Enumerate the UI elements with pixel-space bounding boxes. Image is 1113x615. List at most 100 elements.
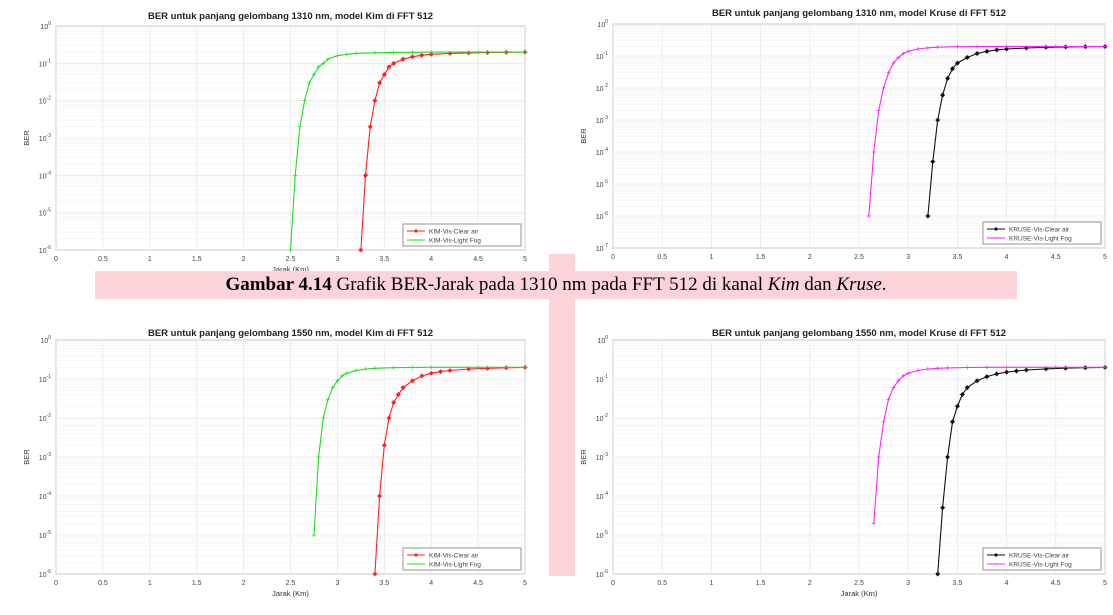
x-tick-label: 3 [906,254,910,261]
data-point [409,54,415,60]
y-tick-label: 10-4 [39,170,51,180]
data-point [363,172,369,178]
x-tick-label: 1.5 [756,580,766,587]
data-point [935,117,941,123]
data-point [372,98,378,104]
data-point [901,373,906,378]
data-point [391,365,396,370]
x-tick-label: 2 [242,256,246,263]
legend-label: KIM-Vis-Light Fog [429,238,481,245]
data-point [326,397,331,402]
x-tick-label: 1 [148,580,152,587]
data-point [429,365,434,370]
data-point [1004,44,1009,49]
data-point [410,365,415,370]
data-point [974,50,980,56]
decorative-cross-vertical [549,254,575,576]
data-point [476,365,481,370]
legend-item: KIM-Vis-Clear air [407,229,479,236]
y-axis-label: BER [22,449,31,465]
x-tick-label: 0.5 [98,580,108,587]
data-point [940,505,946,511]
data-point [316,455,321,459]
data-point [429,50,434,55]
x-tick-label: 1.5 [192,256,202,263]
x-axis-label: Jarak (Km) [272,589,309,598]
x-tick-label: 5 [1103,254,1107,261]
data-point [984,365,989,370]
y-tick-label: 100 [40,335,51,345]
data-point [994,371,1000,377]
data-point [363,367,368,372]
y-tick-label: 10-1 [39,58,51,68]
y-tick-label: 100 [597,335,608,345]
data-point [954,403,960,409]
data-point [984,48,990,54]
y-tick-label: 10-4 [596,491,608,501]
y-tick-label: 10-1 [596,51,608,61]
data-point [326,57,331,62]
x-tick-label: 2 [808,580,812,587]
data-point [335,378,340,383]
x-tick-label: 3 [335,256,339,263]
x-tick-label: 0 [54,580,58,587]
data-point [1053,365,1058,370]
data-point [964,385,970,391]
chart-svg: BER untuk panjang gelombang 1550 nm, mod… [579,328,1108,598]
x-tick-label: 3 [335,580,339,587]
data-point [409,378,415,384]
x-tick-label: 4.5 [1051,580,1061,587]
data-point [344,52,349,57]
y-tick-label: 10-3 [596,452,608,462]
x-tick-label: 0 [611,580,615,587]
data-point [1013,368,1019,374]
y-tick-label: 10-6 [39,569,51,579]
data-point [964,54,970,60]
x-tick-label: 4.5 [1051,254,1061,261]
legend-label: KRUSE-Vis-Light Fog [1009,562,1072,569]
data-point [1103,365,1107,370]
x-tick-label: 4 [1005,580,1009,587]
data-point [391,399,397,405]
y-tick-label: 10-5 [596,179,608,189]
data-point [955,44,960,49]
y-tick-label: 10-6 [596,211,608,221]
data-point [428,370,434,376]
x-tick-label: 5 [1103,580,1107,587]
chart-kruse-1550: BER untuk panjang gelombang 1550 nm, mod… [575,328,1108,604]
legend-label: KIM-Vis-Clear air [429,229,479,236]
x-tick-label: 5 [523,256,527,263]
chart-title: BER untuk panjang gelombang 1310 nm, mod… [148,11,433,22]
data-point [935,571,941,577]
x-tick-label: 0 [611,254,615,261]
data-point [438,369,444,375]
data-point [354,368,359,373]
x-tick-label: 2.5 [854,580,864,587]
y-tick-label: 10-3 [596,115,608,125]
chart-svg: BER untuk panjang gelombang 1310 nm, mod… [22,11,528,274]
data-point [881,419,886,424]
data-point [400,385,406,391]
caption-kim: Kim [767,274,800,295]
data-point [945,454,951,460]
chart-svg: BER untuk panjang gelombang 1310 nm, mod… [579,8,1108,261]
x-tick-label: 4.5 [473,580,483,587]
data-point [994,47,1000,53]
data-point [307,80,312,85]
data-point [1004,46,1010,52]
y-tick-label: 10-7 [596,243,608,253]
x-tick-label: 0.5 [657,254,667,261]
data-point [391,50,396,55]
data-point [400,56,406,62]
x-tick-label: 2.5 [286,580,296,587]
x-tick-label: 4.5 [473,256,483,263]
data-point [886,70,891,75]
data-point [901,51,906,56]
data-point [954,60,960,66]
data-point [321,416,326,420]
data-point [906,371,911,376]
data-point [959,392,965,398]
data-point [1004,365,1009,370]
x-tick-label: 2.5 [854,254,864,261]
y-axis-label: BER [22,130,31,146]
